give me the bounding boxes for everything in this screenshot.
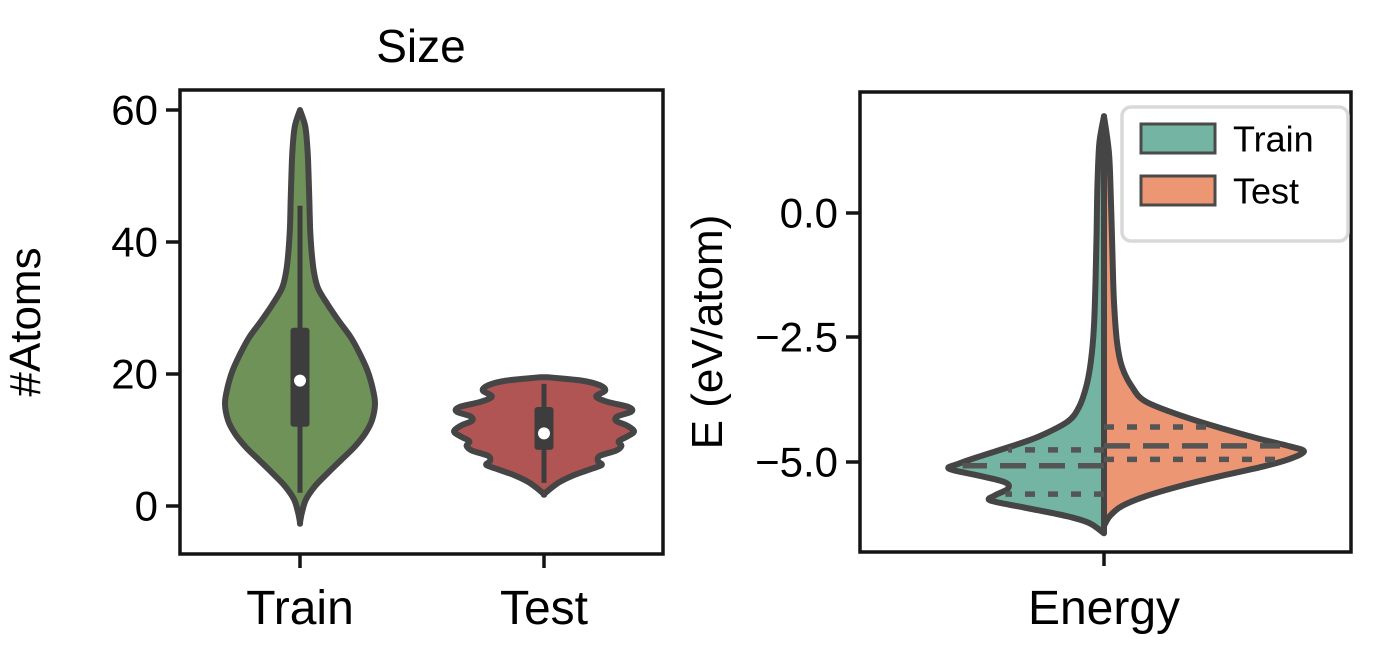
size-axes-frame bbox=[178, 88, 665, 556]
median-dot-test bbox=[538, 427, 550, 440]
size-violins bbox=[222, 107, 637, 527]
size-cat-test: Test bbox=[500, 582, 588, 635]
size-plot: Size #Atoms 60 40 20 0 Train Test bbox=[1, 20, 665, 635]
size-ytick-label-60: 60 bbox=[111, 87, 158, 134]
median-dot-train bbox=[294, 374, 306, 387]
legend-swatch-train bbox=[1139, 122, 1217, 155]
energy-violins bbox=[945, 113, 1307, 537]
legend-label-test: Test bbox=[1233, 171, 1299, 212]
violin-half-test bbox=[1101, 113, 1307, 529]
size-ytick-label-20: 20 bbox=[111, 351, 158, 398]
size-plot-title: Size bbox=[376, 20, 465, 72]
legend-label-train: Train bbox=[1233, 119, 1314, 160]
legend: Train Test bbox=[1120, 105, 1350, 243]
size-ylabel: #Atoms bbox=[1, 247, 50, 396]
energy-axes-frame bbox=[858, 90, 1353, 554]
energy-ytick-label-neg5: −5.0 bbox=[755, 439, 838, 486]
energy-ytick-label-neg2p5: −2.5 bbox=[755, 314, 838, 361]
energy-plot: E (eV/atom) 0.0 −2.5 −5.0 Energy Train T… bbox=[683, 90, 1353, 635]
size-ytick-label-0: 0 bbox=[135, 483, 158, 530]
energy-cat-label: Energy bbox=[1028, 582, 1180, 635]
legend-swatch-test bbox=[1139, 174, 1217, 207]
size-cat-train: Train bbox=[246, 582, 354, 635]
size-ytick-label-40: 40 bbox=[111, 219, 158, 266]
energy-ylabel: E (eV/atom) bbox=[683, 215, 732, 450]
violin-half-train bbox=[945, 113, 1107, 537]
energy-ytick-label-0: 0.0 bbox=[780, 190, 838, 237]
